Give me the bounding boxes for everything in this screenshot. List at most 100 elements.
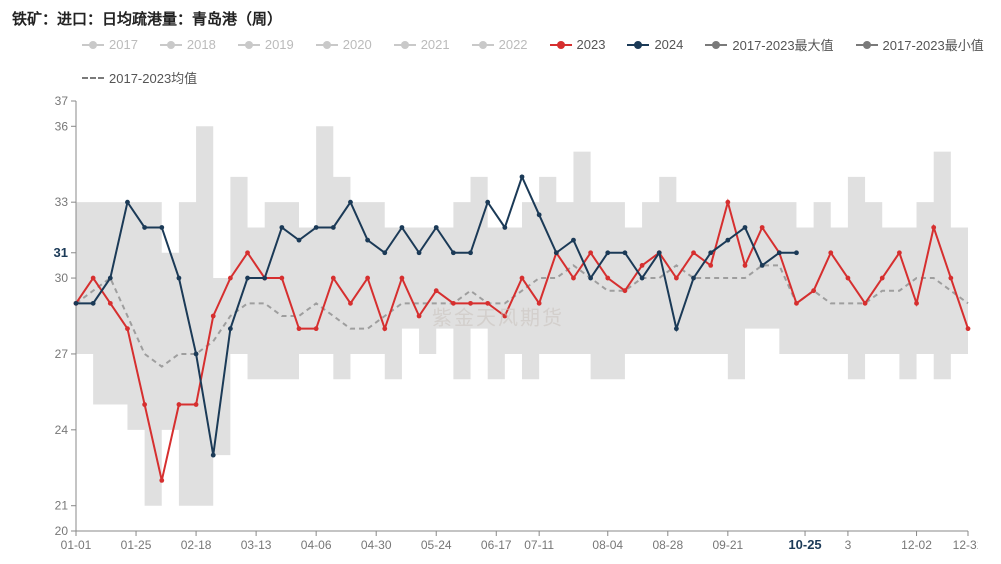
series-2023-marker bbox=[674, 276, 679, 281]
x-tick-label: 04-06 bbox=[301, 538, 332, 552]
legend-item-2023[interactable]: 2023 bbox=[550, 35, 606, 54]
series-2023-marker bbox=[451, 301, 456, 306]
series-2024-marker bbox=[211, 453, 216, 458]
series-2024-marker bbox=[537, 212, 542, 217]
series-2023-marker bbox=[948, 276, 953, 281]
legend-item-2017[interactable]: 2017 bbox=[82, 35, 138, 54]
y-tick-label: 31 bbox=[54, 245, 68, 260]
series-2024-marker bbox=[400, 225, 405, 230]
series-2023-marker bbox=[159, 478, 164, 483]
series-2023-marker bbox=[691, 250, 696, 255]
series-2023-marker bbox=[142, 402, 147, 407]
series-2023-marker bbox=[880, 276, 885, 281]
series-2024-marker bbox=[262, 276, 267, 281]
series-2024-marker bbox=[228, 326, 233, 331]
legend-label: 2018 bbox=[187, 37, 216, 52]
x-tick-label: 08-04 bbox=[592, 538, 623, 552]
series-2024-marker bbox=[159, 225, 164, 230]
series-2023-marker bbox=[846, 276, 851, 281]
series-2023-marker bbox=[811, 288, 816, 293]
legend-label: 2017-2023最小值 bbox=[883, 35, 984, 54]
legend-item-2017-2023最小值[interactable]: 2017-2023最小值 bbox=[856, 35, 984, 54]
y-tick-label: 24 bbox=[55, 423, 69, 437]
series-2023-marker bbox=[211, 314, 216, 319]
series-2023-marker bbox=[605, 276, 610, 281]
series-2024-marker bbox=[640, 276, 645, 281]
legend-label: 2017-2023最大值 bbox=[732, 35, 833, 54]
series-2023-marker bbox=[743, 263, 748, 268]
series-2024-marker bbox=[142, 225, 147, 230]
legend-marker bbox=[394, 44, 416, 46]
series-2023-marker bbox=[914, 301, 919, 306]
legend-item-2022[interactable]: 2022 bbox=[472, 35, 528, 54]
legend-item-2020[interactable]: 2020 bbox=[316, 35, 372, 54]
y-tick-label: 20 bbox=[55, 524, 69, 538]
legend-marker bbox=[550, 44, 572, 46]
legend-marker bbox=[316, 44, 338, 46]
legend-item-2018[interactable]: 2018 bbox=[160, 35, 216, 54]
legend-marker bbox=[82, 44, 104, 46]
series-2023-marker bbox=[279, 276, 284, 281]
series-2024-marker bbox=[554, 250, 559, 255]
series-2024-marker bbox=[588, 276, 593, 281]
legend-item-2021[interactable]: 2021 bbox=[394, 35, 450, 54]
series-2023-marker bbox=[314, 326, 319, 331]
series-2024-marker bbox=[708, 250, 713, 255]
series-2023-marker bbox=[537, 301, 542, 306]
x-tick-label: 06-17 bbox=[481, 538, 512, 552]
x-tick-label: 3 bbox=[845, 538, 852, 552]
x-tick-label: 10-25 bbox=[788, 537, 821, 552]
series-2024-marker bbox=[623, 250, 628, 255]
series-2024-marker bbox=[108, 276, 113, 281]
series-2024-marker bbox=[365, 238, 370, 243]
series-2024-marker bbox=[348, 200, 353, 205]
chart-area: 紫金天风期货 20212427303133363701-0101-2502-18… bbox=[18, 91, 978, 559]
series-2023-marker bbox=[623, 288, 628, 293]
legend-marker bbox=[627, 44, 649, 46]
series-2023-marker bbox=[382, 326, 387, 331]
series-2023-marker bbox=[365, 276, 370, 281]
series-2023-marker bbox=[228, 276, 233, 281]
series-2024-marker bbox=[417, 250, 422, 255]
chart-svg: 20212427303133363701-0101-2502-1803-1304… bbox=[18, 91, 978, 559]
series-2024-marker bbox=[485, 200, 490, 205]
series-2023-marker bbox=[125, 326, 130, 331]
series-2023-marker bbox=[91, 276, 96, 281]
series-2023-marker bbox=[485, 301, 490, 306]
legend-label: 2021 bbox=[421, 37, 450, 52]
series-2024-marker bbox=[434, 225, 439, 230]
series-2023-marker bbox=[708, 263, 713, 268]
legend-label: 2019 bbox=[265, 37, 294, 52]
legend-marker bbox=[856, 44, 878, 46]
series-2023-marker bbox=[468, 301, 473, 306]
legend-marker bbox=[238, 44, 260, 46]
legend-item-2019[interactable]: 2019 bbox=[238, 35, 294, 54]
series-2024-marker bbox=[125, 200, 130, 205]
series-2024-marker bbox=[279, 225, 284, 230]
series-2024-marker bbox=[468, 250, 473, 255]
series-2024-marker bbox=[777, 250, 782, 255]
x-tick-label: 12-31 bbox=[953, 538, 978, 552]
series-2024-marker bbox=[520, 174, 525, 179]
y-tick-label: 21 bbox=[55, 499, 69, 513]
series-2023-marker bbox=[760, 225, 765, 230]
series-2024-marker bbox=[314, 225, 319, 230]
series-2024-marker bbox=[91, 301, 96, 306]
x-tick-label: 08-28 bbox=[652, 538, 683, 552]
series-2024-marker bbox=[657, 250, 662, 255]
x-tick-label: 02-18 bbox=[181, 538, 212, 552]
series-2024-marker bbox=[760, 263, 765, 268]
legend-item-2017-2023均值[interactable]: 2017-2023均值 bbox=[82, 68, 197, 87]
series-2024-marker bbox=[691, 276, 696, 281]
legend-item-2017-2023最大值[interactable]: 2017-2023最大值 bbox=[705, 35, 833, 54]
series-2023-marker bbox=[194, 402, 199, 407]
series-2023-marker bbox=[588, 250, 593, 255]
series-2023-marker bbox=[108, 301, 113, 306]
series-2024-marker bbox=[177, 276, 182, 281]
legend-item-2024[interactable]: 2024 bbox=[627, 35, 683, 54]
x-tick-label: 01-01 bbox=[61, 538, 92, 552]
series-2024-marker bbox=[674, 326, 679, 331]
x-tick-label: 12-02 bbox=[901, 538, 932, 552]
series-2024-marker bbox=[794, 250, 799, 255]
series-2023-marker bbox=[331, 276, 336, 281]
